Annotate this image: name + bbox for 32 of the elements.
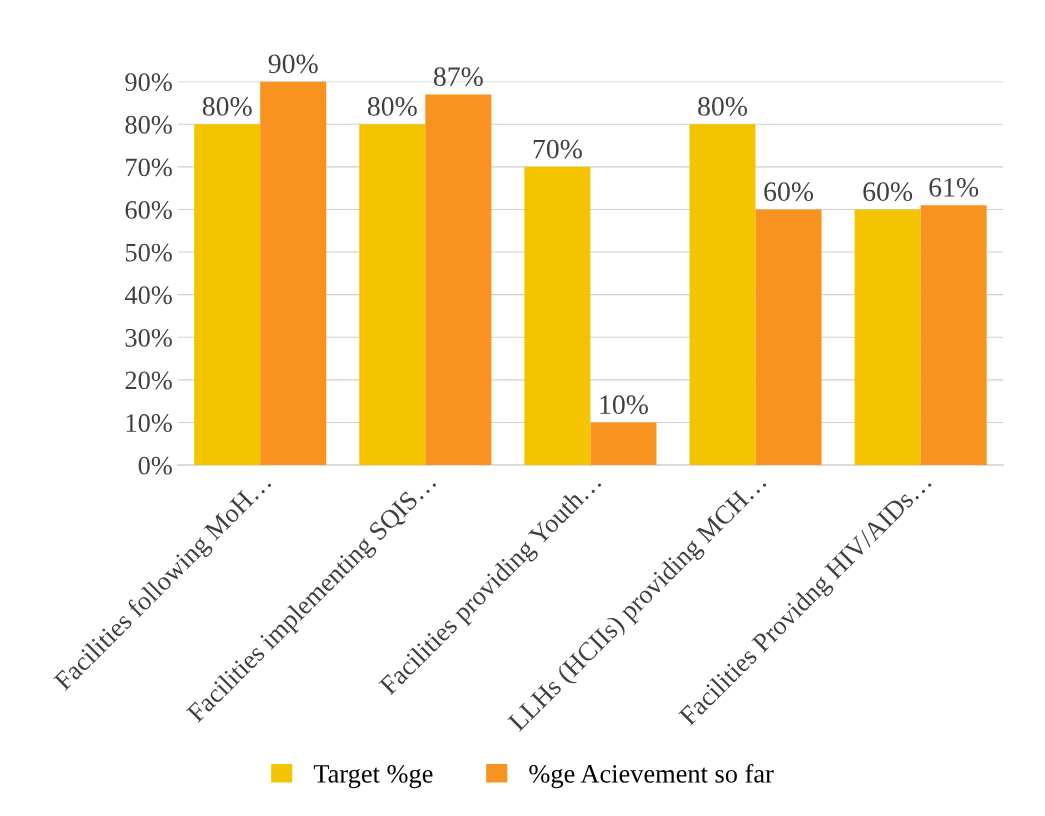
- bar: [689, 124, 756, 466]
- bar: [920, 205, 987, 466]
- y-tick-label: 70%: [126, 158, 172, 177]
- y-tick-label: 20%: [125, 371, 172, 390]
- data-label: 80%: [202, 97, 252, 116]
- y-tick-label: 60%: [125, 201, 172, 219]
- bar: [425, 94, 492, 466]
- data-label: 80%: [367, 97, 417, 116]
- bar: [854, 209, 921, 466]
- bar: [194, 124, 261, 466]
- data-label: 87%: [433, 67, 483, 87]
- bar: [260, 81, 327, 466]
- y-tick-label: 30%: [125, 328, 172, 347]
- y-tick-label: 50%: [125, 243, 172, 262]
- data-label: 60%: [764, 182, 814, 202]
- legend-label: %ge Acievement so far: [529, 763, 774, 789]
- bar: [359, 124, 426, 466]
- data-label: 61%: [929, 178, 979, 197]
- bar: [590, 422, 657, 466]
- data-label: 60%: [863, 182, 913, 202]
- y-tick-label: 0%: [138, 456, 172, 475]
- data-label: 10%: [600, 395, 648, 415]
- y-tick-label: 90%: [125, 73, 172, 92]
- data-label: 70%: [533, 139, 582, 159]
- legend-label: Target %ge: [313, 764, 433, 789]
- bar: [524, 166, 591, 466]
- bar: [755, 209, 822, 466]
- y-tick-label: 80%: [125, 115, 172, 134]
- y-tick-label: 40%: [124, 286, 172, 305]
- y-tick-label: 10%: [126, 414, 172, 433]
- data-label: 90%: [268, 54, 318, 74]
- data-label: 80%: [698, 97, 748, 116]
